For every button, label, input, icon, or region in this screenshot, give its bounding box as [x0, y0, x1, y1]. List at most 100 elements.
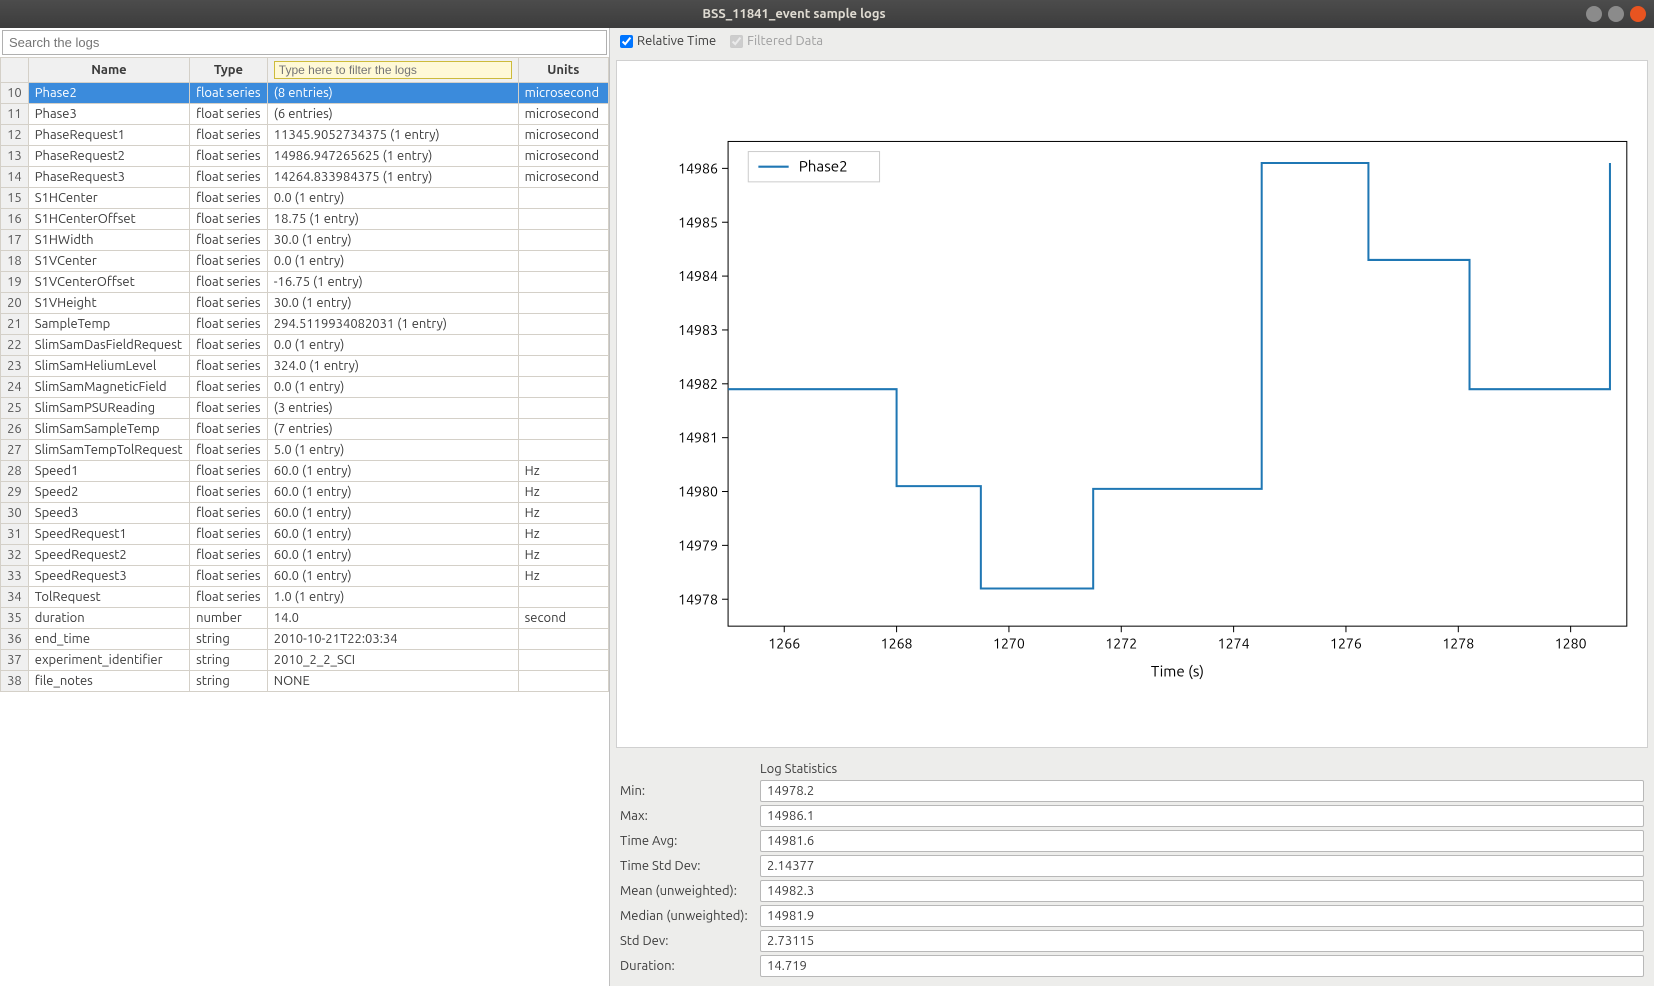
table-row[interactable]: 37experiment_identifierstring2010_2_2_SC… [1, 650, 609, 671]
cell-type: float series [190, 146, 268, 167]
cell-type: float series [190, 230, 268, 251]
stat-label: Time Avg: [620, 834, 760, 848]
svg-text:14981: 14981 [678, 430, 718, 446]
table-row[interactable]: 22SlimSamDasFieldRequestfloat series0.0 … [1, 335, 609, 356]
table-row[interactable]: 34TolRequestfloat series1.0 (1 entry) [1, 587, 609, 608]
cell-type: float series [190, 419, 268, 440]
cell-value: 14264.833984375 (1 entry) [267, 167, 518, 188]
table-row[interactable]: 24SlimSamMagneticFieldfloat series0.0 (1… [1, 377, 609, 398]
table-row[interactable]: 25SlimSamPSUReadingfloat series(3 entrie… [1, 398, 609, 419]
row-number: 26 [1, 419, 29, 440]
table-row[interactable]: 27SlimSamTempTolRequestfloat series5.0 (… [1, 440, 609, 461]
cell-name: S1HWidth [28, 230, 189, 251]
cell-units: Hz [518, 545, 608, 566]
col-units[interactable]: Units [518, 58, 608, 83]
stat-row: Median (unweighted):14981.9 [620, 905, 1644, 927]
cell-units: Hz [518, 482, 608, 503]
row-number: 19 [1, 272, 29, 293]
cell-value: 2010-10-21T22:03:34 [267, 629, 518, 650]
row-number: 24 [1, 377, 29, 398]
cell-value: 1.0 (1 entry) [267, 587, 518, 608]
cell-name: SampleTemp [28, 314, 189, 335]
table-row[interactable]: 14PhaseRequest3float series14264.8339843… [1, 167, 609, 188]
table-row[interactable]: 33SpeedRequest3float series60.0 (1 entry… [1, 566, 609, 587]
maximize-icon[interactable] [1608, 6, 1624, 22]
stat-row: Duration:14.719 [620, 955, 1644, 977]
table-row[interactable]: 21SampleTempfloat series294.511993408203… [1, 314, 609, 335]
table-row[interactable]: 38file_notesstringNONE [1, 671, 609, 692]
close-icon[interactable] [1630, 6, 1646, 22]
chart-area[interactable]: 1497814979149801498114982149831498414985… [616, 60, 1648, 748]
row-number: 18 [1, 251, 29, 272]
stat-row: Std Dev:2.73115 [620, 930, 1644, 952]
table-row[interactable]: 15S1HCenterfloat series0.0 (1 entry) [1, 188, 609, 209]
table-row[interactable]: 36end_timestring2010-10-21T22:03:34 [1, 629, 609, 650]
cell-name: PhaseRequest2 [28, 146, 189, 167]
table-row[interactable]: 35durationnumber14.0second [1, 608, 609, 629]
stat-label: Time Std Dev: [620, 859, 760, 873]
cell-type: float series [190, 587, 268, 608]
table-row[interactable]: 20S1VHeightfloat series30.0 (1 entry) [1, 293, 609, 314]
cell-units: Hz [518, 566, 608, 587]
table-row[interactable]: 13PhaseRequest2float series14986.9472656… [1, 146, 609, 167]
table-row[interactable]: 32SpeedRequest2float series60.0 (1 entry… [1, 545, 609, 566]
checkbox-row: Relative Time Filtered Data [610, 28, 1654, 54]
relative-time-checkbox[interactable]: Relative Time [620, 34, 716, 48]
svg-text:14982: 14982 [678, 376, 718, 392]
cell-type: float series [190, 461, 268, 482]
stat-value: 14981.6 [760, 830, 1644, 852]
cell-value: (7 entries) [267, 419, 518, 440]
row-number: 37 [1, 650, 29, 671]
table-row[interactable]: 29Speed2float series60.0 (1 entry)Hz [1, 482, 609, 503]
cell-type: float series [190, 83, 268, 104]
row-number: 28 [1, 461, 29, 482]
left-panel: Name Type Units 10Phase2float series(8 e… [0, 28, 610, 986]
cell-type: float series [190, 293, 268, 314]
table-row[interactable]: 31SpeedRequest1float series60.0 (1 entry… [1, 524, 609, 545]
cell-value: 0.0 (1 entry) [267, 251, 518, 272]
logs-table-wrap[interactable]: Name Type Units 10Phase2float series(8 e… [0, 57, 609, 986]
table-row[interactable]: 17S1HWidthfloat series30.0 (1 entry) [1, 230, 609, 251]
svg-text:1278: 1278 [1442, 635, 1474, 651]
row-number: 15 [1, 188, 29, 209]
table-row[interactable]: 26SlimSamSampleTempfloat series(7 entrie… [1, 419, 609, 440]
cell-units [518, 587, 608, 608]
value-filter-input[interactable] [274, 61, 512, 79]
svg-text:14985: 14985 [678, 214, 718, 230]
table-row[interactable]: 18S1VCenterfloat series0.0 (1 entry) [1, 251, 609, 272]
cell-value: 30.0 (1 entry) [267, 293, 518, 314]
minimize-icon[interactable] [1586, 6, 1602, 22]
cell-units: Hz [518, 524, 608, 545]
chart-svg: 1497814979149801498114982149831498414985… [617, 61, 1647, 747]
col-type[interactable]: Type [190, 58, 268, 83]
col-value[interactable] [267, 58, 518, 83]
table-row[interactable]: 11Phase3float series(6 entries)microseco… [1, 104, 609, 125]
table-row[interactable]: 16S1HCenterOffsetfloat series18.75 (1 en… [1, 209, 609, 230]
relative-time-label: Relative Time [637, 34, 716, 48]
cell-value: (6 entries) [267, 104, 518, 125]
cell-value: 60.0 (1 entry) [267, 566, 518, 587]
stat-label: Mean (unweighted): [620, 884, 760, 898]
cell-name: SlimSamDasFieldRequest [28, 335, 189, 356]
table-row[interactable]: 12PhaseRequest1float series11345.9052734… [1, 125, 609, 146]
stat-value: 14.719 [760, 955, 1644, 977]
cell-value: 2010_2_2_SCI [267, 650, 518, 671]
cell-units [518, 272, 608, 293]
table-row[interactable]: 10Phase2float series(8 entries)microseco… [1, 83, 609, 104]
stat-label: Std Dev: [620, 934, 760, 948]
table-row[interactable]: 28Speed1float series60.0 (1 entry)Hz [1, 461, 609, 482]
col-rownum[interactable] [1, 58, 29, 83]
cell-units [518, 629, 608, 650]
col-name[interactable]: Name [28, 58, 189, 83]
relative-time-input[interactable] [620, 35, 633, 48]
cell-units [518, 251, 608, 272]
cell-value: 60.0 (1 entry) [267, 461, 518, 482]
table-row[interactable]: 23SlimSamHeliumLevelfloat series324.0 (1… [1, 356, 609, 377]
table-row[interactable]: 30Speed3float series60.0 (1 entry)Hz [1, 503, 609, 524]
cell-name: PhaseRequest3 [28, 167, 189, 188]
cell-name: S1HCenterOffset [28, 209, 189, 230]
cell-name: SpeedRequest3 [28, 566, 189, 587]
search-input[interactable] [2, 30, 607, 55]
cell-units [518, 230, 608, 251]
table-row[interactable]: 19S1VCenterOffsetfloat series-16.75 (1 e… [1, 272, 609, 293]
